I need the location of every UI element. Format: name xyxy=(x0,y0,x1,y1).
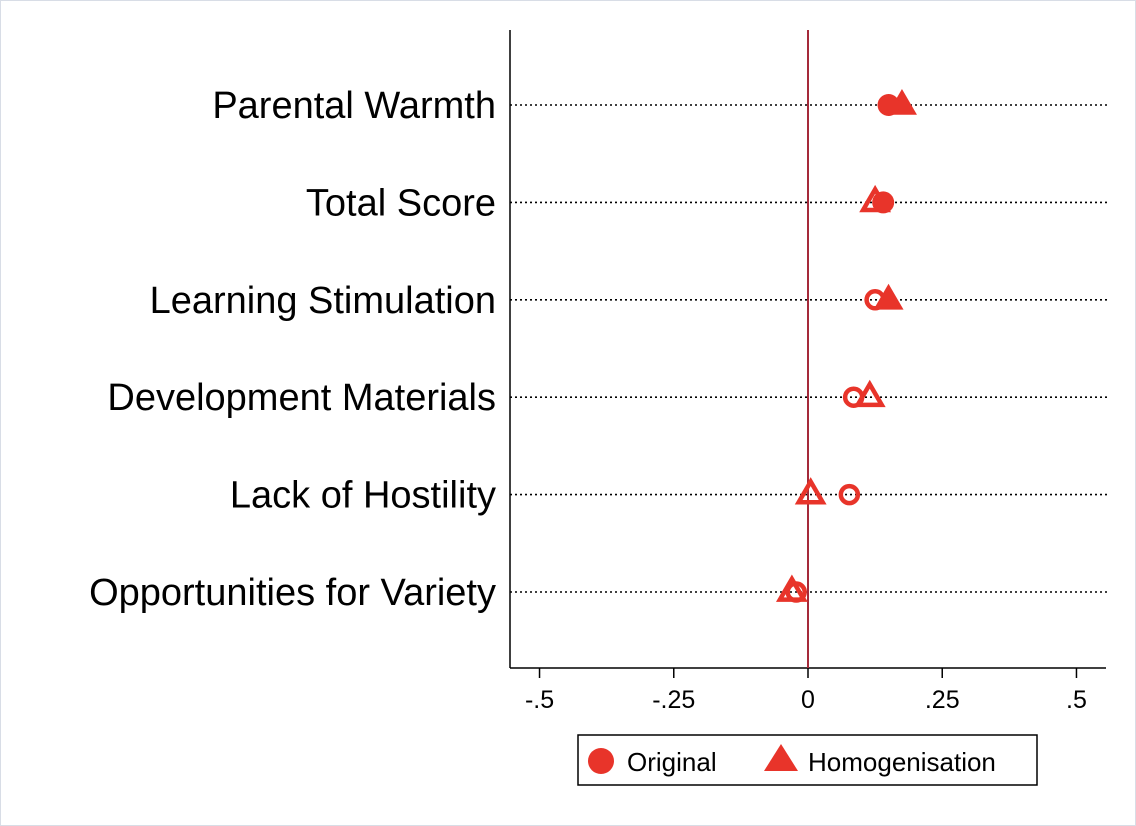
x-tick-label: -.5 xyxy=(525,686,554,714)
original-point xyxy=(864,289,886,311)
x-tick-label: .5 xyxy=(1066,686,1087,714)
original-point xyxy=(785,581,807,603)
category-label: Learning Stimulation xyxy=(150,280,496,322)
original-point xyxy=(838,483,861,506)
category-label: Total Score xyxy=(306,182,496,224)
category-labels: Parental Warmth Total Score Learning Stimu… xyxy=(89,85,496,614)
x-tick-label: 0 xyxy=(801,686,815,714)
legend-original-label: Original xyxy=(627,747,717,777)
gridlines xyxy=(510,104,1109,593)
homogenisation-point xyxy=(794,477,827,505)
x-tick-label: .25 xyxy=(925,686,960,714)
legend-homogenisation-label: Homogenisation xyxy=(808,747,996,777)
original-point xyxy=(872,191,895,214)
axes: -.5 -.25 0 .25 .5 xyxy=(509,30,1106,714)
x-tick-label: -.25 xyxy=(652,686,695,714)
category-label: Parental Warmth xyxy=(212,85,496,127)
legend-original-marker xyxy=(588,748,614,774)
category-label: Lack of Hostility xyxy=(230,475,496,517)
legend-box xyxy=(577,734,1038,786)
data-markers xyxy=(775,89,917,603)
category-label: Opportunities for Variety xyxy=(89,572,496,614)
legend-homogenisation-marker xyxy=(764,744,798,771)
category-label: Development Materials xyxy=(107,377,496,419)
original-point xyxy=(877,94,900,116)
original-point xyxy=(842,386,865,408)
legend: Original Homogenisation xyxy=(577,734,1038,786)
